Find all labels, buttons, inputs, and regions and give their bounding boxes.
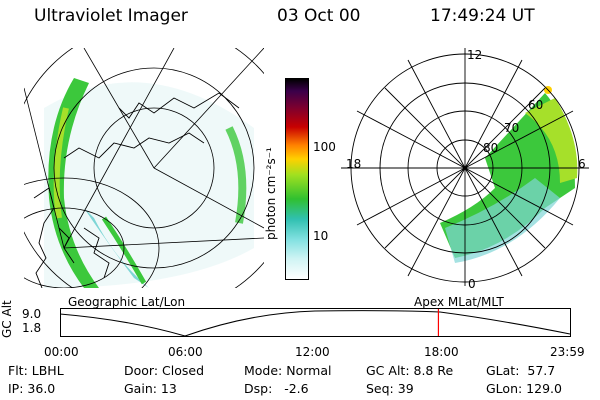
colorbar-tick-10: 10 xyxy=(313,229,329,243)
aurora-band-right xyxy=(225,126,247,224)
orbit-ytick-bottom: 1.8 xyxy=(22,321,42,335)
latlon-grid xyxy=(24,48,264,288)
polar-grid xyxy=(341,48,589,286)
lat-label-70: 70 xyxy=(504,121,519,135)
status-dsp: Dsp: -2.6 xyxy=(244,381,309,396)
orbit-altitude-plot xyxy=(60,308,571,337)
polar-aurora-diffuse xyxy=(445,178,560,263)
geographic-map xyxy=(24,48,264,288)
status-door: Door: Closed xyxy=(124,363,205,378)
orbit-xtick-2359: 23:59 xyxy=(550,345,585,359)
mlt-label-12: 12 xyxy=(467,48,482,62)
lat-label-60: 60 xyxy=(528,98,543,112)
orbit-ytick-top: 9.0 xyxy=(22,307,42,321)
aurora-band-inner xyxy=(84,208,149,288)
left-panel-caption: Geographic Lat/Lon xyxy=(68,295,186,309)
polar-aurora-bright xyxy=(525,98,578,183)
status-seq: Seq: 39 xyxy=(366,381,414,396)
orbit-ylabel: GC Alt xyxy=(0,300,14,338)
polar-plot: 12 18 6 0 80 70 60 xyxy=(341,48,589,291)
colorbar-tick-100: 100 xyxy=(313,140,336,154)
mlt-label-6: 6 xyxy=(578,157,586,171)
status-glon: GLon: 129.0 xyxy=(486,381,562,396)
app-title: Ultraviolet Imager xyxy=(34,6,188,26)
time-label: 17:49:24 UT xyxy=(430,6,535,26)
coastlines xyxy=(33,92,240,288)
orbit-xtick-0600: 06:00 xyxy=(168,345,203,359)
right-panel-caption: Apex MLat/MLT xyxy=(414,295,504,309)
status-filter: Flt: LBHL xyxy=(8,363,64,378)
status-ip: IP: 36.0 xyxy=(8,381,56,396)
mlt-label-0: 0 xyxy=(468,277,476,291)
status-gc-alt: GC Alt: 8.8 Re xyxy=(366,363,454,378)
mlt-label-18: 18 xyxy=(346,157,361,171)
orbit-altitude-curve xyxy=(60,310,571,337)
lat-label-80: 80 xyxy=(483,141,498,155)
status-glat: GLat: 57.7 xyxy=(486,363,556,378)
status-gain: Gain: 13 xyxy=(124,381,177,396)
colorbar xyxy=(285,78,309,280)
colorbar-unit: photon cm⁻²s⁻¹ xyxy=(264,147,278,240)
orbit-xtick-1800: 18:00 xyxy=(424,345,459,359)
aurora-band-bright xyxy=(53,107,69,219)
date-label: 03 Oct 00 xyxy=(277,6,361,26)
status-mode: Mode: Normal xyxy=(244,363,332,378)
orbit-xtick-1200: 12:00 xyxy=(295,345,330,359)
orbit-xtick-0000: 00:00 xyxy=(44,345,79,359)
